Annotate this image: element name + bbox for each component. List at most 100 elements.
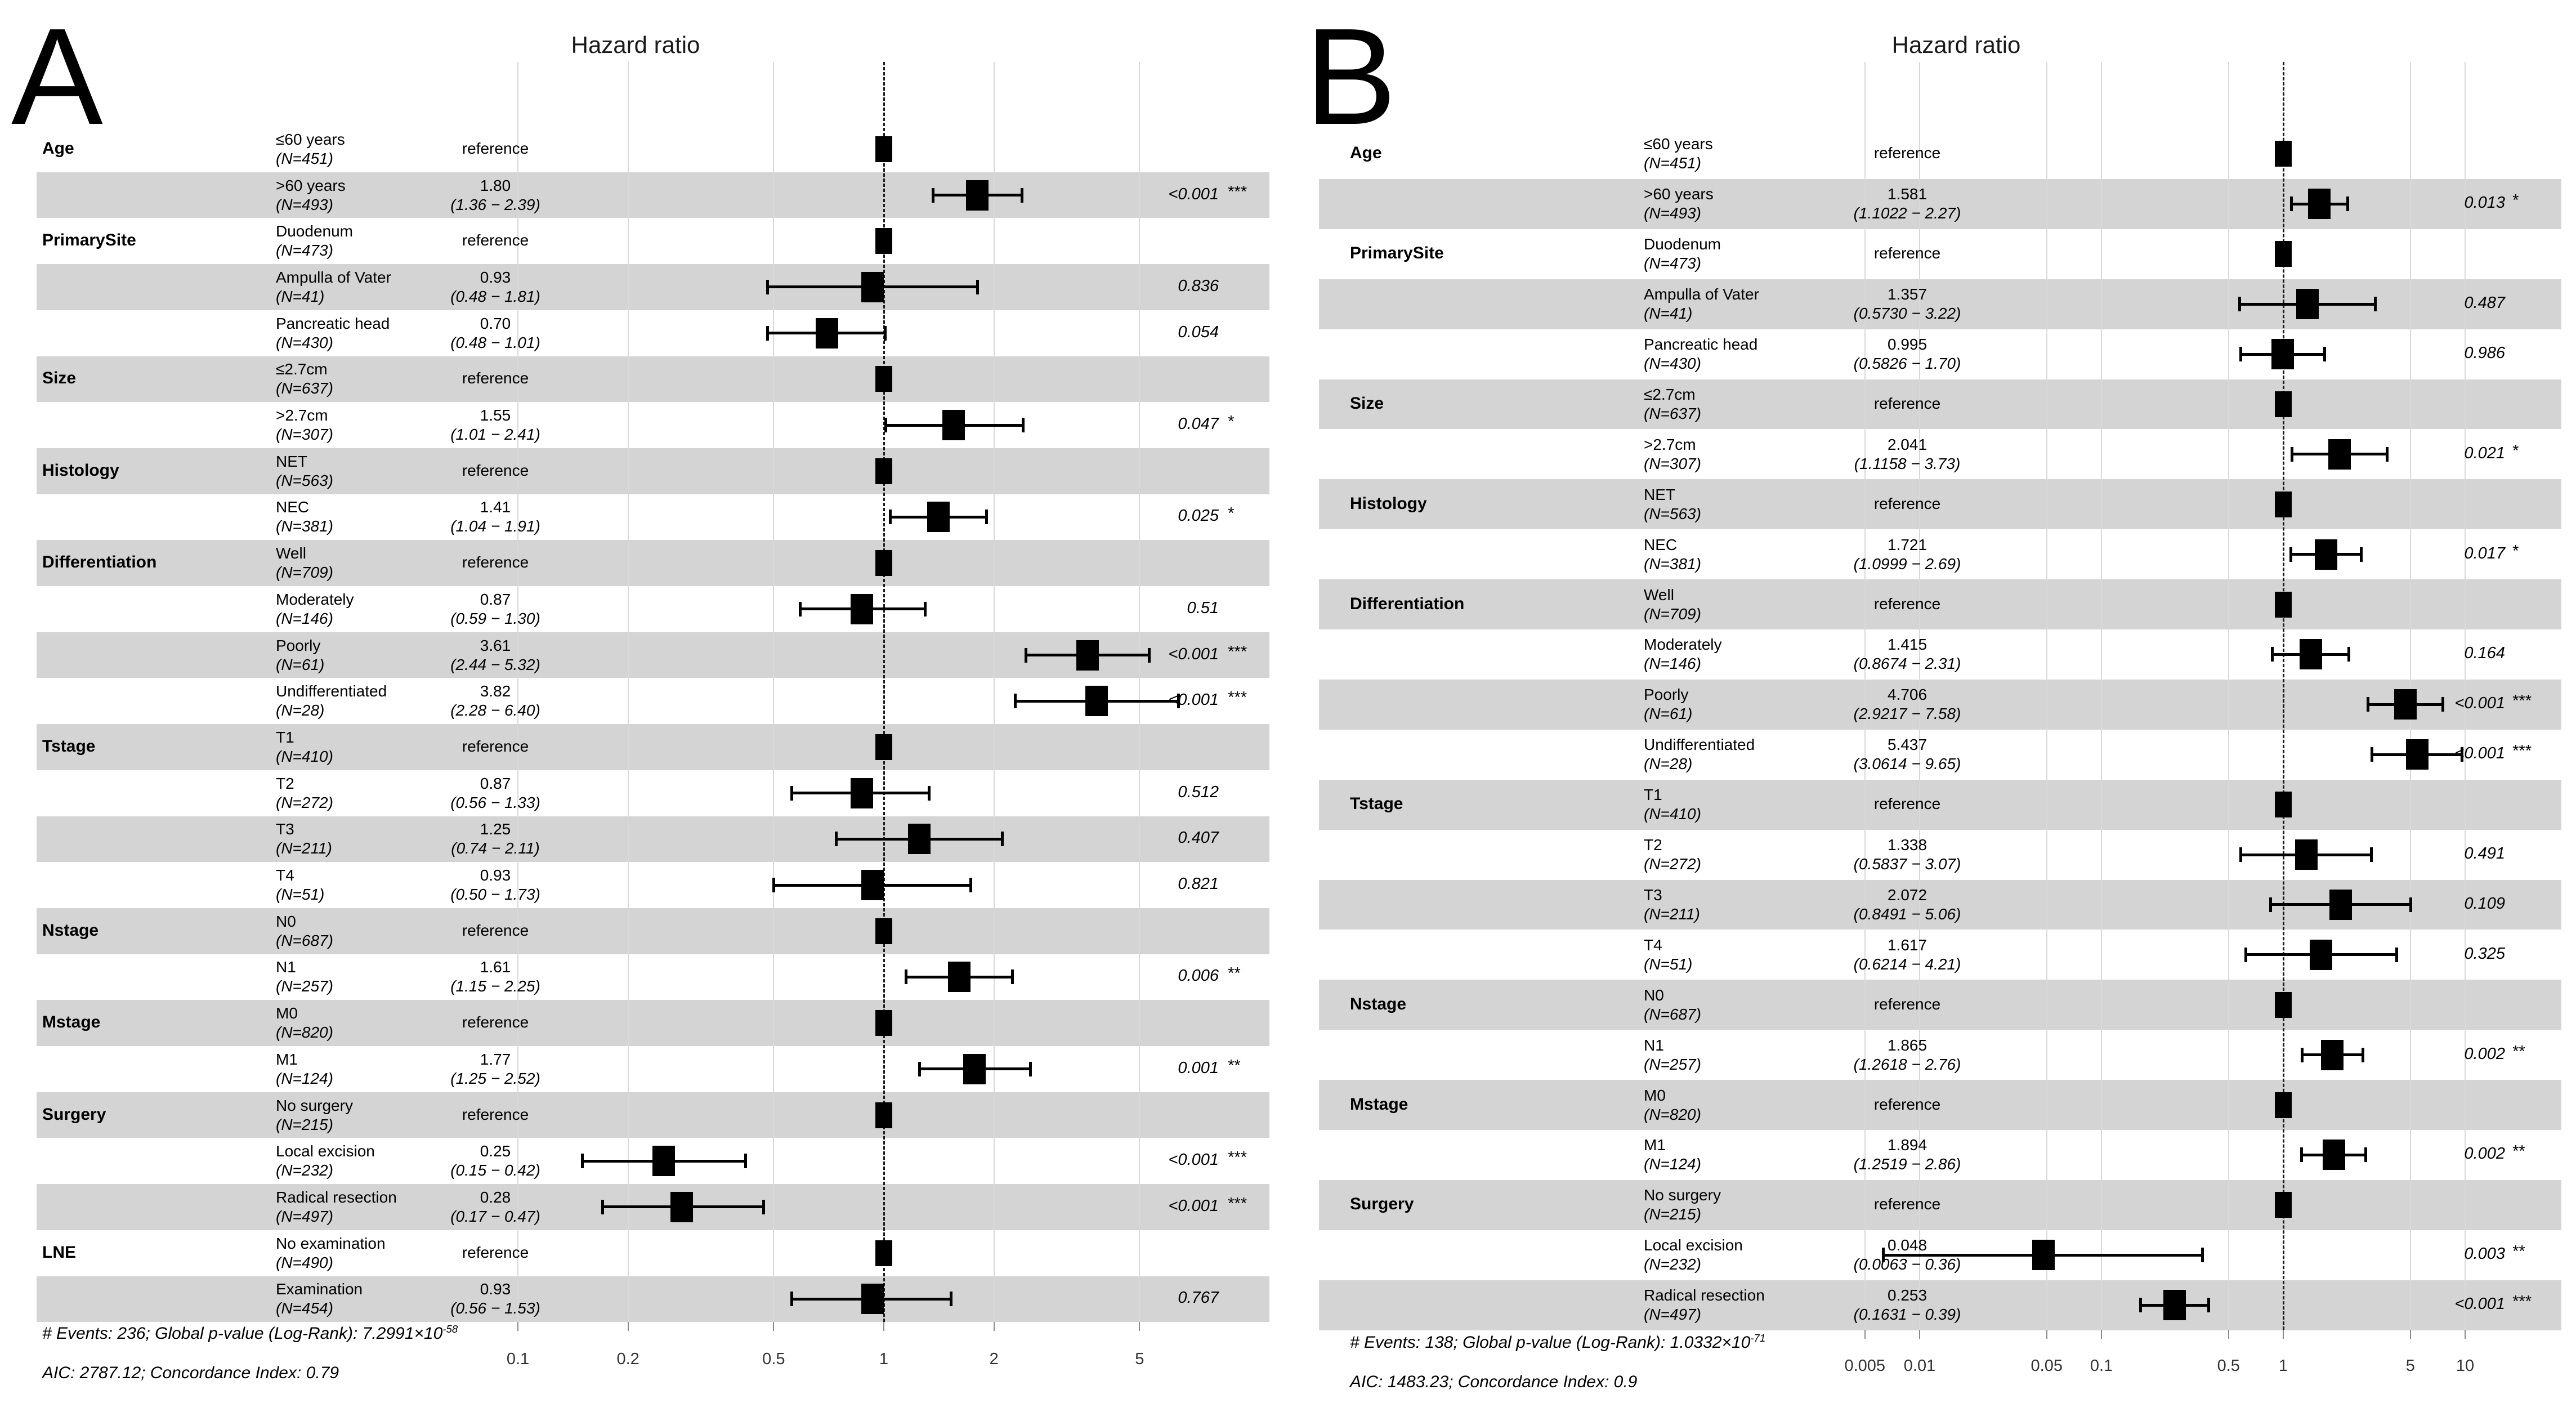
hr-ci: (1.0999 − 2.69) [1853,555,1961,573]
level-n: (N=381) [276,517,333,535]
variable-name: Histology [42,461,119,480]
estimate-cell: 1.80 (1.36 − 2.39) [450,176,540,215]
hr-value: 0.93 [480,268,511,286]
x-axis-tick [883,1322,884,1331]
hr-ci: (0.15 − 0.42) [450,1161,540,1179]
x-axis-tick-label: 5 [2405,1357,2415,1375]
p-value: 0.821 [1178,875,1219,893]
significance-stars: * [2512,441,2519,460]
level-cell: M1 (N=124) [1644,1136,1701,1174]
level-n: (N=490) [276,1253,333,1271]
ci-cap-low [2300,1147,2303,1163]
level-label: M0 [276,1004,298,1022]
estimate-cell: 2.041 (1.1158 − 3.73) [1854,435,1961,473]
level-n: (N=232) [1644,1255,1701,1274]
p-value: 0.164 [2464,644,2505,663]
level-label: Local excision [276,1142,375,1160]
estimate-cell: 2.072 (0.8491 − 5.06) [1854,886,1961,924]
footnote-exponent: -71 [1750,1332,1766,1344]
ci-cap-high [927,785,931,801]
estimate-cell: 3.61 (2.44 − 5.32) [450,636,540,674]
level-label: Duodenum [1644,235,1721,253]
level-n: (N=410) [276,747,333,765]
level-n: (N=307) [1644,454,1701,472]
level-n: (N=381) [1644,555,1701,573]
panel-b-label: B [1305,0,1397,153]
hr-ci: (0.56 − 1.53) [450,1299,540,1317]
level-n: (N=272) [1644,855,1701,873]
ci-cap-high [2364,1147,2368,1163]
hr-marker [850,593,873,624]
level-cell: >2.7cm (N=307) [276,406,333,444]
variable-name: Nstage [42,921,99,940]
level-cell: T2 (N=272) [276,774,333,812]
ci-cap-low [2238,297,2241,312]
reference-line-hr-1 [883,62,885,1322]
estimate-cell: 0.70 (0.48 − 1.01) [450,314,540,352]
level-n: (N=637) [276,379,333,397]
significance-stars: ** [2512,1243,2525,1261]
level-cell: Duodenum (N=473) [1644,235,1721,273]
estimate-cell: 1.357 (0.5730 − 3.22) [1854,285,1961,323]
variable-name: Tstage [1350,794,1403,814]
x-axis-tick-label: 0.1 [506,1350,530,1368]
estimate-cell: 1.41 (1.04 − 1.91) [450,498,540,536]
estimate-reference: reference [462,553,529,571]
level-label: T2 [276,774,294,792]
hr-value: 0.048 [1887,1236,1927,1254]
ci-cap-low [2139,1298,2142,1313]
hr-ci: (1.36 − 2.39) [450,195,540,213]
hr-value: 1.61 [480,958,511,976]
level-cell: Pancreatic head (N=430) [1644,335,1757,373]
level-label: T4 [1644,936,1662,954]
variable-name: Tstage [42,736,96,756]
level-n: (N=430) [1644,355,1701,373]
level-n: (N=451) [1644,154,1701,172]
variable-name: LNE [42,1243,76,1262]
ci-cap-high [2441,697,2445,712]
hr-ci: (1.15 − 2.25) [450,977,540,995]
p-value: <0.001 [1168,1196,1219,1215]
level-cell: Local excision (N=232) [1644,1236,1743,1274]
reference-marker [2275,792,2292,818]
hr-value: 0.995 [1887,336,1927,354]
p-value: 0.025 [1178,507,1219,525]
row-band [1319,479,2561,530]
hr-marker [2405,739,2429,770]
gridline [1919,62,1920,1330]
reference-marker [875,1240,892,1266]
significance-stars: ** [2512,1042,2525,1061]
variable-name: Nstage [1350,994,1407,1013]
level-n: (N=820) [1644,1105,1701,1123]
row-band [1319,1080,2561,1130]
level-label: NEC [276,498,310,516]
hr-ci: (2.44 − 5.32) [450,655,540,673]
row-band [37,448,1269,494]
level-cell: N0 (N=687) [276,912,333,950]
ci-cap-high [1028,1061,1032,1076]
ci-cap-low [2239,847,2243,863]
variable-name: Histology [1350,494,1427,513]
level-n: (N=215) [276,1115,333,1133]
row-band [37,816,1269,863]
hr-value: 0.253 [1887,1286,1927,1304]
x-axis-tick [2283,1330,2284,1339]
estimate-reference: reference [1873,244,1941,262]
hr-value: 1.80 [480,176,511,194]
row-band [37,908,1269,954]
ci-cap-high [985,510,988,525]
hr-value: 1.55 [480,406,511,425]
level-label: N1 [276,958,296,976]
estimate-reference: reference [462,1105,529,1123]
ci-cap-high [2461,747,2463,762]
level-cell: Poorly (N=61) [276,636,324,674]
significance-stars: *** [1227,1149,1246,1167]
level-cell: NEC (N=381) [276,498,333,536]
hr-ci: (0.8674 − 2.31) [1853,655,1961,673]
p-value: 0.836 [1178,276,1219,295]
row-band [1319,980,2561,1030]
ci-cap-high [976,279,980,294]
level-label: Moderately [1644,636,1722,654]
hr-ci: (0.56 − 1.33) [450,793,540,811]
x-axis-tick-label: 0.5 [762,1350,785,1368]
